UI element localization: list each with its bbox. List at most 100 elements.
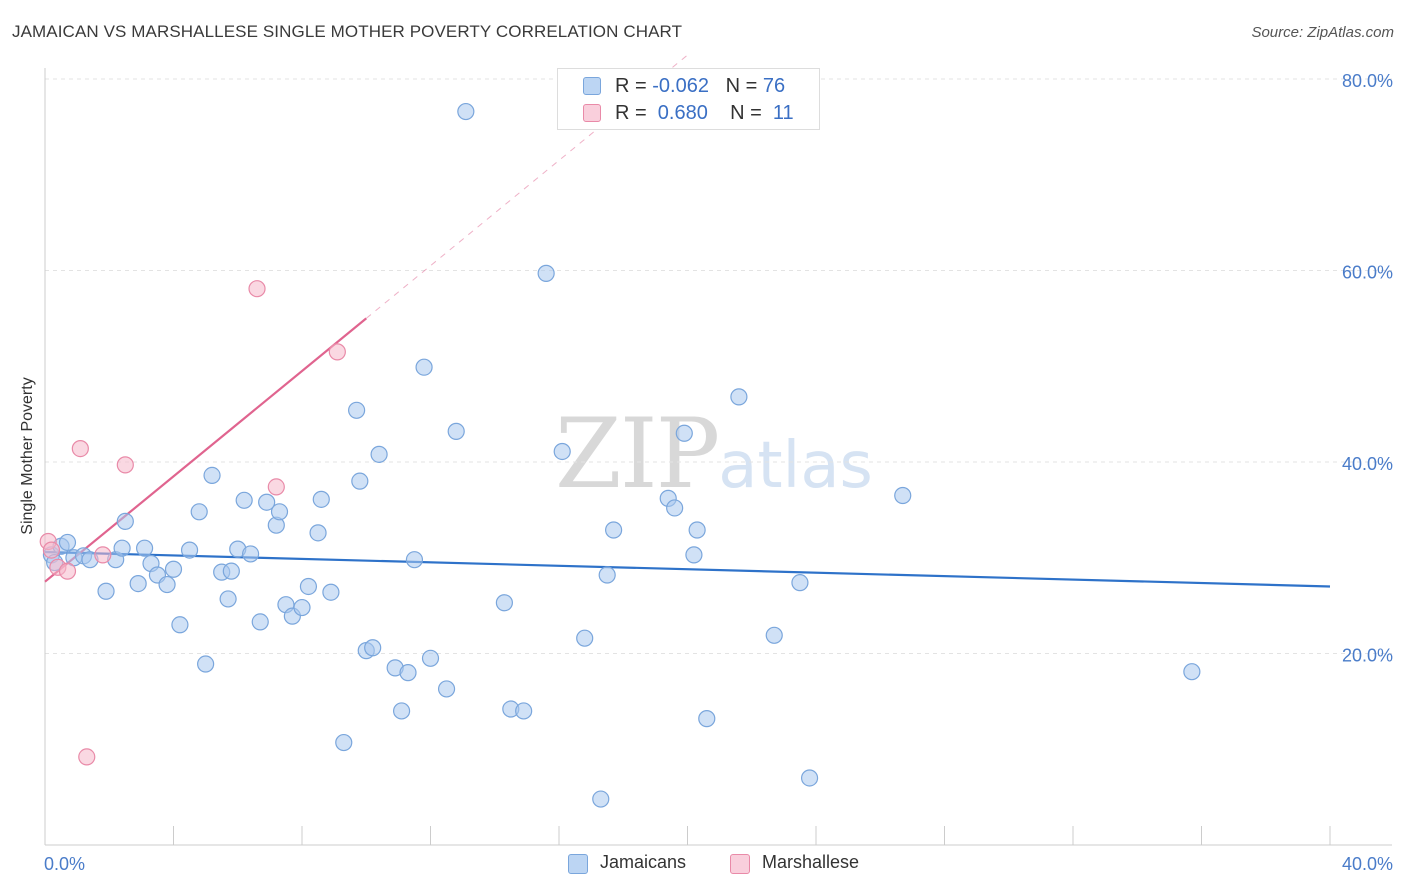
jamaicans-point-50 (421, 649, 440, 667)
jamaicans-point-57 (537, 264, 555, 282)
tick-labels: 20.0% 40.0% 60.0% 80.0% 0.0% 40.0% (44, 71, 1393, 874)
jamaicans-point-40 (348, 401, 366, 419)
grid-lines (45, 78, 1392, 654)
jamaicans-point-52 (447, 422, 465, 440)
marshallese-point-5 (94, 546, 112, 564)
marshallese-point-10 (42, 541, 61, 559)
jamaicans-point-71 (791, 574, 809, 592)
jamaicans-point-39 (335, 733, 353, 752)
stats-legend: R = -0.062 N = 76 R = 0.680 N = 11 (557, 68, 820, 130)
jamaicans-point-51 (437, 680, 456, 698)
jamaicans-point-20 (197, 655, 215, 673)
jamaicans-point-59 (576, 629, 594, 647)
jamaicans-point-28 (251, 613, 269, 631)
jamaicans-point-29 (258, 493, 276, 511)
jamaicans-point-15 (158, 575, 176, 594)
marshallese-point-7 (248, 280, 266, 298)
jamaicans-point-74 (1183, 663, 1201, 681)
source-credit: Source: ZipAtlas.com (1251, 24, 1394, 41)
jamaicans-point-34 (293, 598, 311, 617)
jamaicans-point-49 (415, 358, 433, 376)
jamaicans-point-69 (730, 388, 748, 406)
jamaicans-point-21 (203, 466, 221, 485)
y-tick-label-1: 40.0% (1342, 454, 1393, 474)
r-label: R = (615, 102, 647, 124)
jamaicans-point-18 (180, 541, 199, 559)
r-value: -0.062 (652, 75, 709, 97)
n-label: N = (725, 75, 758, 97)
jamaicans-point-35 (299, 577, 318, 596)
jamaicans-legend-swatch (568, 854, 588, 874)
jamaicans-point-58 (553, 442, 571, 461)
marshallese-trend-line (44, 317, 367, 583)
marshallese-point-4 (78, 748, 96, 766)
trend-lines (44, 54, 1331, 588)
jamaicans-point-68 (698, 710, 716, 728)
n-label: N = (730, 102, 762, 124)
watermark-atlas: atlas (718, 429, 873, 503)
r-label: R = (615, 75, 647, 97)
jamaicans-point-16 (164, 560, 183, 578)
jamaicans-point-48 (405, 551, 424, 569)
jamaicans-point-67 (688, 521, 706, 539)
marshallese-point-8 (267, 478, 285, 496)
jamaicans-point-36 (309, 524, 327, 542)
n-value: 11 (772, 102, 794, 124)
chart-title: JAMAICAN VS MARSHALLESE SINGLE MOTHER PO… (12, 22, 683, 41)
jamaicans-point-11 (129, 575, 147, 593)
jamaicans-point-66 (685, 546, 703, 564)
jamaicans-point-43 (364, 639, 382, 657)
jamaicans-point-3 (58, 533, 77, 552)
jamaicans-point-72 (800, 769, 819, 787)
jamaicans-point-56 (515, 702, 533, 720)
x-tick-label-0: 0.0% (44, 854, 85, 874)
marshallese-trend-extension (365, 54, 688, 319)
marshallese-point-2 (58, 562, 77, 580)
y-tick-label-0: 20.0% (1342, 646, 1393, 666)
jamaicans-swatch (583, 77, 601, 95)
jamaicans-point-65 (675, 424, 693, 442)
jamaicans-point-27 (242, 545, 260, 563)
jamaicans-legend-label: Jamaicans (600, 852, 687, 872)
y-axis-label: Single Mother Poverty (19, 377, 36, 535)
jamaicans-point-19 (190, 503, 208, 521)
jamaicans-point-26 (235, 491, 253, 509)
marshallese-point-6 (116, 456, 134, 474)
jamaicans-point-47 (399, 664, 417, 682)
jamaicans-point-10 (116, 512, 134, 530)
jamaicans-trend-line (44, 550, 1331, 588)
marshallese-swatch (583, 104, 601, 122)
jamaicans-point-38 (322, 583, 340, 601)
jamaicans-point-62 (605, 521, 623, 539)
jamaicans-point-9 (113, 539, 131, 557)
jamaicans-point-61 (598, 566, 616, 584)
jamaicans-point-12 (135, 539, 154, 557)
jamaicans-point-37 (312, 490, 330, 508)
jamaicans-point-64 (666, 499, 684, 517)
y-tick-label-2: 60.0% (1342, 263, 1393, 283)
jamaicans-point-46 (392, 702, 411, 720)
axes (44, 68, 1392, 846)
watermark: ZIPatlas (555, 398, 873, 510)
watermark-zip: ZIP (555, 398, 720, 510)
x-tick-label-1: 40.0% (1342, 854, 1393, 874)
jamaicans-point-23 (219, 590, 237, 608)
jamaicans-point-24 (222, 562, 240, 580)
marshallese-point-3 (71, 439, 89, 458)
jamaicans-point-17 (171, 616, 189, 634)
jamaicans-point-60 (592, 790, 610, 808)
jamaicans-point-31 (270, 503, 289, 521)
y-tick-label-3: 80.0% (1342, 71, 1393, 91)
jamaicans-point-7 (97, 582, 115, 600)
jamaicans-point-73 (894, 486, 912, 505)
jamaicans-point-70 (765, 626, 783, 644)
data-points (39, 102, 1201, 808)
jamaicans-point-54 (495, 594, 513, 612)
r-value: 0.680 (652, 102, 708, 124)
n-value: 76 (762, 75, 786, 97)
jamaicans-point-53 (457, 102, 475, 121)
marshallese-point-9 (328, 343, 346, 361)
marshallese-legend-swatch (730, 854, 750, 874)
marshallese-legend-label: Marshallese (762, 852, 860, 872)
